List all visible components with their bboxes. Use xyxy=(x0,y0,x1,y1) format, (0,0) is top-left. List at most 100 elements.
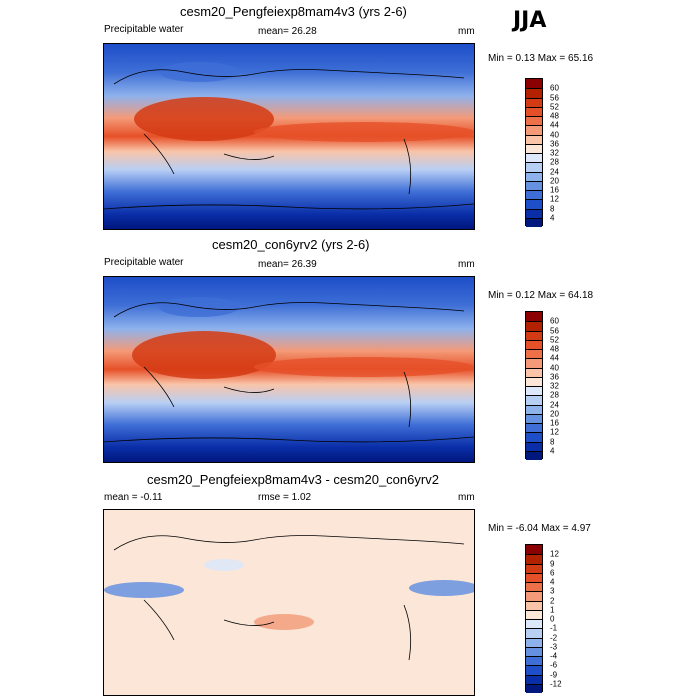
panel3-colorbar-swatch xyxy=(526,665,542,675)
panel1-colorbar-label: 52 xyxy=(550,102,559,112)
panel3-colorbar-swatch xyxy=(526,637,542,647)
panel3-colorbar-label: 1 xyxy=(550,605,555,615)
panel2-itcz xyxy=(254,357,474,377)
panel2-colorbar-swatch xyxy=(526,358,542,368)
panel2-colorbar-label: 8 xyxy=(550,437,555,446)
panel2-warmpool xyxy=(132,331,276,379)
panel2-colorbar-label: 20 xyxy=(550,409,559,419)
panel2-colorbar-swatch xyxy=(526,321,542,331)
panel2-colorbar-swatch xyxy=(526,450,542,460)
panel2-colorbar-label: 48 xyxy=(550,344,559,354)
panel1-warmpool xyxy=(134,97,274,141)
panel2-colorbar: 60 56 52 48 44 40 36 32 28 24 20 16 12 8 4 xyxy=(525,311,559,460)
panel2-colorbar-swatch xyxy=(526,404,542,414)
panel1-colorbar-swatch xyxy=(526,190,542,200)
panel2-colorbar-swatch xyxy=(526,432,542,442)
panel1-units: mm xyxy=(458,26,475,37)
panel1-map xyxy=(103,43,475,230)
panel2-coastline-north xyxy=(113,302,465,318)
panel2-colorbar-swatch xyxy=(526,441,542,451)
panel2-colorbar-label: 12 xyxy=(550,427,559,437)
panel2-colorbar-label: 32 xyxy=(550,381,559,391)
panel3-colorbar-label: 2 xyxy=(550,596,555,605)
panel3-colorbar-swatch xyxy=(526,683,542,693)
panel2-colorbar-swatch xyxy=(526,339,542,349)
panel3-colorbar-label: -6 xyxy=(550,660,558,670)
panel2-colorbar-label: 36 xyxy=(550,372,559,382)
panel2-colorbar-swatch xyxy=(526,376,542,386)
panel3-neg-band-east xyxy=(409,580,474,596)
panel1-colorbar-swatch xyxy=(526,208,542,218)
panel3-minmax: Min = -6.04 Max = 4.97 xyxy=(488,523,591,534)
panel3-colorbar-swatch xyxy=(526,619,542,629)
panel1-antarctica xyxy=(104,203,474,210)
panel3-colorbar-swatch xyxy=(526,545,542,555)
panel2-title: cesm20_con6yrv2 (yrs 2-6) xyxy=(212,237,370,252)
panel3-colorbar-swatch xyxy=(526,563,542,573)
panel3-colorbar-swatch xyxy=(526,554,542,564)
panel1-mean: mean= 26.28 xyxy=(258,26,317,37)
panel2-colorbar-label: 52 xyxy=(550,335,559,345)
panel1-colorbar-label: 4 xyxy=(550,213,555,223)
panel1-colorbar-swatch xyxy=(526,88,542,98)
panel3-map-svg xyxy=(104,510,474,695)
panel3-title: cesm20_Pengfeiexp8mam4v3 - cesm20_con6yr… xyxy=(147,472,439,487)
panel3-coastline-north xyxy=(113,535,465,551)
panel1-colorbar-label: 60 xyxy=(550,83,559,93)
panel3-colorbar-swatch xyxy=(526,582,542,592)
panel1-colorbar-label: 36 xyxy=(550,139,559,149)
panel3-units: mm xyxy=(458,492,475,503)
panel1-colorbar-swatch xyxy=(526,171,542,181)
panel1-tibet xyxy=(159,62,239,82)
panel2-colorbar-swatch xyxy=(526,386,542,396)
panel3-colorbar-swatch xyxy=(526,674,542,684)
panel3-pos-anomaly xyxy=(254,614,314,630)
panel3-colorbar-swatch xyxy=(526,600,542,610)
panel1-colorbar-label: 20 xyxy=(550,176,559,186)
panel2-colorbar-label: 16 xyxy=(550,418,559,428)
panel2-colorbar-label: 28 xyxy=(550,390,559,400)
panel2-minmax: Min = 0.12 Max = 64.18 xyxy=(488,290,594,301)
panel2-map-svg xyxy=(104,277,474,462)
panel1-itcz xyxy=(254,122,474,142)
panel2-colorbar-swatch xyxy=(526,423,542,433)
panel3-colorbar-label: 9 xyxy=(550,559,555,568)
panel1-colorbar-swatch xyxy=(526,79,542,89)
panel1-minmax: Min = 0.13 Max = 65.16 xyxy=(488,53,594,64)
panel2-units: mm xyxy=(458,259,475,270)
panel1-colorbar-swatch xyxy=(526,162,542,172)
panel1-variable-label: Precipitable water xyxy=(104,24,184,35)
panel2-tibet xyxy=(159,297,239,317)
panel3-colorbar-label: -1 xyxy=(550,623,558,633)
panel2-colorbar-swatch xyxy=(526,367,542,377)
panel3-colorbar-label: 6 xyxy=(550,568,555,578)
panel3-colorbar-label: -12 xyxy=(550,679,562,689)
panel1-colorbar-swatch xyxy=(526,116,542,126)
panel2-colorbar-swatch xyxy=(526,413,542,423)
panel1-colorbar-label: 40 xyxy=(550,130,559,139)
panel1-coastline-south xyxy=(143,133,412,195)
panel3-field xyxy=(104,510,474,695)
panel2-colorbar-swatch xyxy=(526,349,542,359)
panel3-mean: mean = -0.11 xyxy=(104,492,163,503)
panel2-colorbar-label: 60 xyxy=(550,316,559,326)
panel3-colorbar-label: -4 xyxy=(550,651,558,661)
panel2-colorbar-swatch xyxy=(526,395,542,405)
panel1-colorbar-label: 56 xyxy=(550,93,559,102)
panel2-colorbar-label: 44 xyxy=(550,353,559,363)
panel2-colorbar-swatch xyxy=(526,330,542,340)
panel3-colorbar-label: 0 xyxy=(550,614,555,624)
panel2-antarctica xyxy=(104,436,474,443)
panel2-colorbar-label: 56 xyxy=(550,326,559,335)
panel1-colorbar-label: 44 xyxy=(550,120,559,130)
panel1-colorbar-label: 8 xyxy=(550,204,555,213)
panel3-colorbar-swatch xyxy=(526,572,542,582)
panel1-colorbar-label: 24 xyxy=(550,167,559,176)
panel1-colorbar-label: 48 xyxy=(550,111,559,121)
panel3-colorbar-swatch xyxy=(526,628,542,638)
panel1-colorbar-swatch xyxy=(526,153,542,163)
panel1-map-svg xyxy=(104,44,474,229)
panel1-colorbar-swatch xyxy=(526,180,542,190)
season-label: JJA xyxy=(513,8,547,33)
panel3-colorbar-swatch xyxy=(526,656,542,666)
